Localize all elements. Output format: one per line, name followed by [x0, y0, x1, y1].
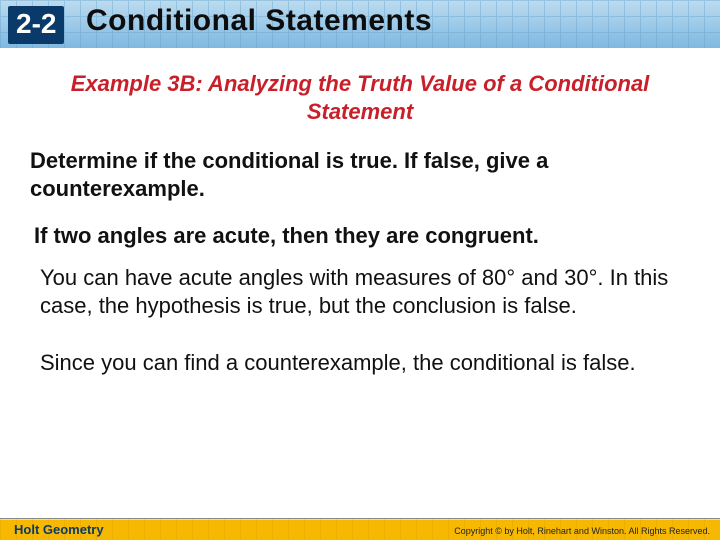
footer-bar: Holt Geometry Copyright © by Holt, Rineh… — [0, 518, 720, 540]
section-number-box: 2-2 — [8, 6, 64, 44]
instruction-text: Determine if the conditional is true. If… — [30, 147, 690, 202]
example-heading: Example 3B: Analyzing the Truth Value of… — [60, 70, 660, 125]
explanation-paragraph-1: You can have acute angles with measures … — [40, 264, 680, 321]
explanation-paragraph-2: Since you can find a counterexample, the… — [40, 349, 680, 378]
section-number: 2-2 — [16, 8, 56, 39]
conditional-statement: If two angles are acute, then they are c… — [34, 222, 686, 250]
lesson-title: Conditional Statements — [86, 4, 432, 38]
header-bar: 2-2 Conditional Statements — [0, 0, 720, 48]
footer-brand: Holt Geometry — [14, 522, 104, 537]
footer-copyright: Copyright © by Holt, Rinehart and Winsto… — [454, 526, 710, 536]
